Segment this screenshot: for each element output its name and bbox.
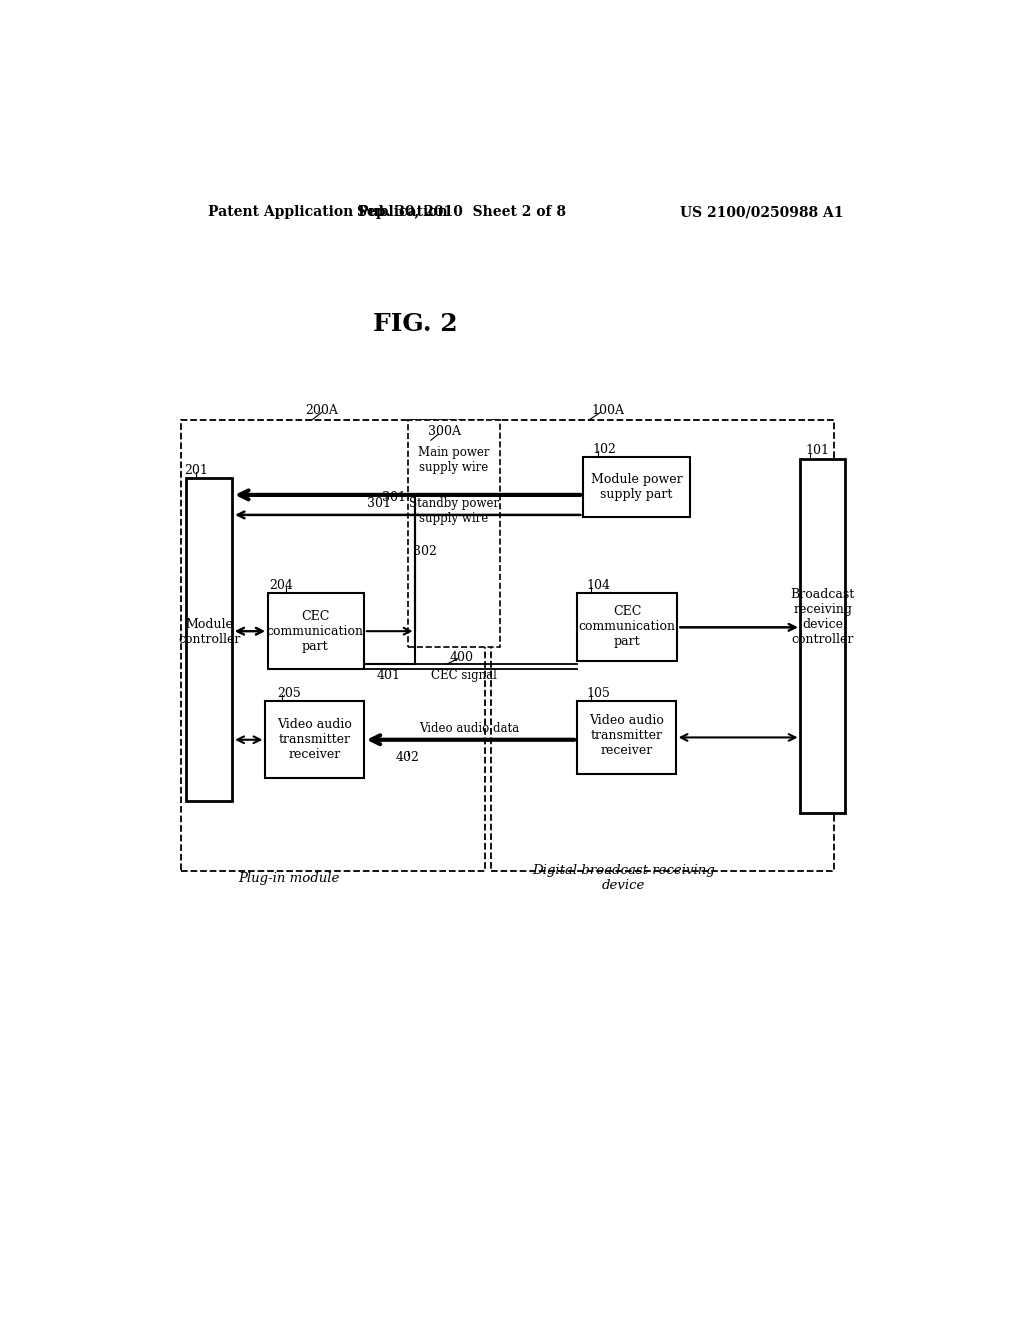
Bar: [267, 594, 364, 669]
Bar: [490, 420, 834, 871]
Text: Module power
supply part: Module power supply part: [591, 473, 682, 502]
Text: CEC
communication
part: CEC communication part: [579, 605, 676, 648]
Text: 100A: 100A: [592, 404, 625, 417]
Text: Standby power
supply wire: Standby power supply wire: [409, 498, 499, 525]
Text: Module
controller: Module controller: [178, 618, 241, 645]
Text: Video audio
transmitter
receiver: Video audio transmitter receiver: [589, 714, 664, 758]
Text: 402: 402: [396, 751, 420, 764]
Text: 300A: 300A: [428, 425, 461, 438]
Text: Video audio data: Video audio data: [419, 722, 519, 735]
Text: FIG. 2: FIG. 2: [373, 312, 458, 337]
Text: Sep. 30, 2010  Sheet 2 of 8: Sep. 30, 2010 Sheet 2 of 8: [357, 206, 566, 219]
Text: 105: 105: [587, 686, 610, 700]
Text: CEC signal: CEC signal: [431, 669, 497, 682]
Bar: [801, 459, 845, 813]
Bar: [578, 701, 676, 775]
Text: 201: 201: [184, 463, 208, 477]
Text: 205: 205: [276, 686, 301, 700]
Text: Digital broadcast receiving
device: Digital broadcast receiving device: [532, 865, 715, 892]
Bar: [265, 701, 364, 779]
Bar: [584, 457, 689, 517]
Text: Video audio
transmitter
receiver: Video audio transmitter receiver: [278, 718, 352, 762]
Text: 302: 302: [413, 545, 437, 557]
Text: Patent Application Publication: Patent Application Publication: [208, 206, 447, 219]
Text: 104: 104: [587, 579, 610, 593]
Text: 301: 301: [382, 491, 407, 504]
Text: 204: 204: [268, 579, 293, 593]
Bar: [186, 478, 232, 801]
Text: 200A: 200A: [305, 404, 338, 417]
Text: Broadcast
receiving
device
controller: Broadcast receiving device controller: [791, 587, 855, 645]
Bar: [180, 420, 484, 871]
Text: 301: 301: [367, 496, 391, 510]
Text: 101: 101: [805, 445, 829, 458]
Text: US 2100/0250988 A1: US 2100/0250988 A1: [680, 206, 844, 219]
Text: Main power
supply wire: Main power supply wire: [418, 446, 489, 474]
Text: Plug-in module: Plug-in module: [238, 871, 339, 884]
Text: 400: 400: [450, 651, 474, 664]
Text: CEC
communication
part: CEC communication part: [267, 610, 364, 652]
Text: 401: 401: [377, 669, 401, 682]
Text: 102: 102: [593, 444, 616, 455]
Bar: [408, 420, 500, 647]
Bar: [578, 594, 677, 661]
